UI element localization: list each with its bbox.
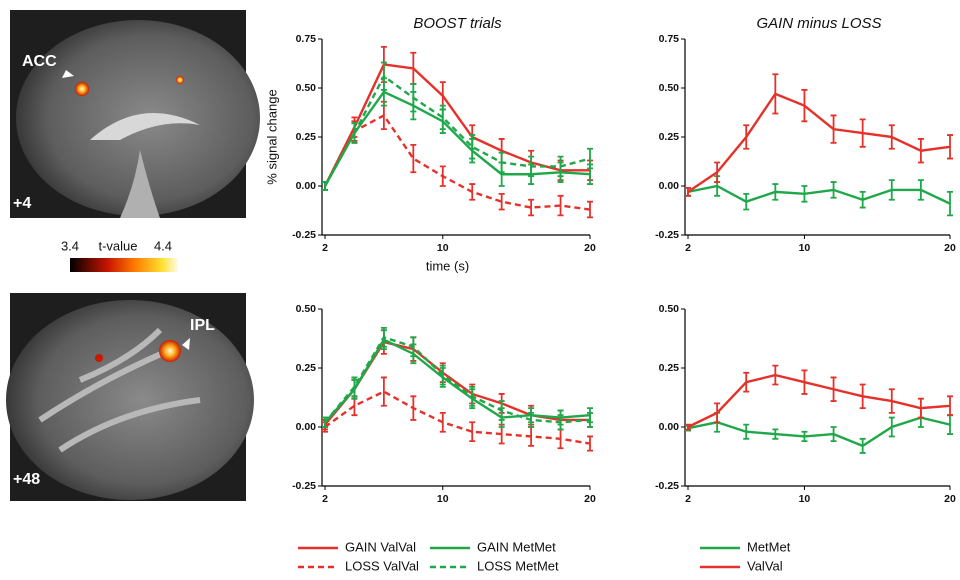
x-axis-label: time (s) bbox=[426, 258, 469, 273]
series-line bbox=[325, 115, 590, 209]
slice-label: +48 bbox=[13, 471, 40, 488]
x-tick-label: 2 bbox=[685, 493, 691, 505]
y-tick-label: -0.25 bbox=[292, 480, 316, 492]
legend-label: ValVal bbox=[747, 558, 783, 573]
y-tick-label: 0.25 bbox=[296, 362, 317, 374]
x-tick-label: 20 bbox=[584, 493, 596, 505]
y-tick-label: 0.25 bbox=[659, 362, 680, 374]
legend-label: MetMet bbox=[747, 539, 791, 554]
y-tick-label: 0.75 bbox=[659, 33, 680, 45]
region-label: ACC bbox=[22, 53, 57, 70]
y-tick-label: 0.50 bbox=[659, 82, 680, 94]
x-tick-label: 20 bbox=[944, 493, 956, 505]
x-tick-label: 20 bbox=[944, 242, 956, 254]
y-tick-label: 0.00 bbox=[296, 421, 317, 433]
brain-image bbox=[6, 293, 254, 501]
series-line bbox=[688, 94, 950, 192]
error-bar bbox=[410, 145, 416, 172]
legend-label: GAIN ValVal bbox=[345, 539, 416, 554]
y-tick-label: 0.50 bbox=[296, 82, 317, 94]
x-tick-label: 10 bbox=[799, 493, 811, 505]
slice-label: +4 bbox=[13, 195, 31, 212]
series-line bbox=[325, 342, 590, 425]
y-tick-label: 0.50 bbox=[659, 303, 680, 315]
colorbar-max: 4.4 bbox=[154, 238, 172, 253]
colorbar bbox=[70, 258, 178, 272]
x-tick-label: 10 bbox=[437, 242, 449, 254]
chart-title: BOOST trials bbox=[413, 15, 502, 32]
colorbar-title: t-value bbox=[98, 238, 137, 253]
region-label: IPL bbox=[190, 317, 215, 334]
y-tick-label: -0.25 bbox=[655, 229, 679, 241]
y-tick-label: 0.00 bbox=[296, 180, 317, 192]
y-axis-label: % signal change bbox=[264, 89, 279, 184]
series-line bbox=[325, 337, 590, 422]
x-tick-label: 2 bbox=[322, 242, 328, 254]
x-tick-label: 10 bbox=[799, 242, 811, 254]
y-tick-label: -0.25 bbox=[292, 229, 316, 241]
y-tick-label: 0.25 bbox=[296, 131, 317, 143]
y-tick-label: -0.25 bbox=[655, 480, 679, 492]
colorbar-min: 3.4 bbox=[61, 238, 79, 253]
x-tick-label: 2 bbox=[322, 493, 328, 505]
legend-label: GAIN MetMet bbox=[477, 539, 556, 554]
y-tick-label: 0.00 bbox=[659, 180, 680, 192]
series-line bbox=[688, 186, 950, 204]
brain-image bbox=[10, 10, 260, 218]
x-tick-label: 10 bbox=[437, 493, 449, 505]
y-tick-label: 0.25 bbox=[659, 131, 680, 143]
x-tick-label: 2 bbox=[685, 242, 691, 254]
legend-label: LOSS ValVal bbox=[345, 558, 419, 573]
x-tick-label: 20 bbox=[584, 242, 596, 254]
chart-title: GAIN minus LOSS bbox=[756, 15, 881, 32]
series-line bbox=[325, 76, 590, 186]
figure: ACC +4 IPL +48 3.4 t-value 4.4 -0.25 0.00… bbox=[0, 0, 960, 580]
series-line bbox=[688, 418, 950, 446]
y-tick-label: 0.00 bbox=[659, 421, 680, 433]
series-line bbox=[688, 375, 950, 427]
y-tick-label: 0.75 bbox=[296, 33, 317, 45]
series-line bbox=[325, 340, 590, 423]
legend-label: LOSS MetMet bbox=[477, 558, 559, 573]
y-tick-label: 0.50 bbox=[296, 303, 317, 315]
